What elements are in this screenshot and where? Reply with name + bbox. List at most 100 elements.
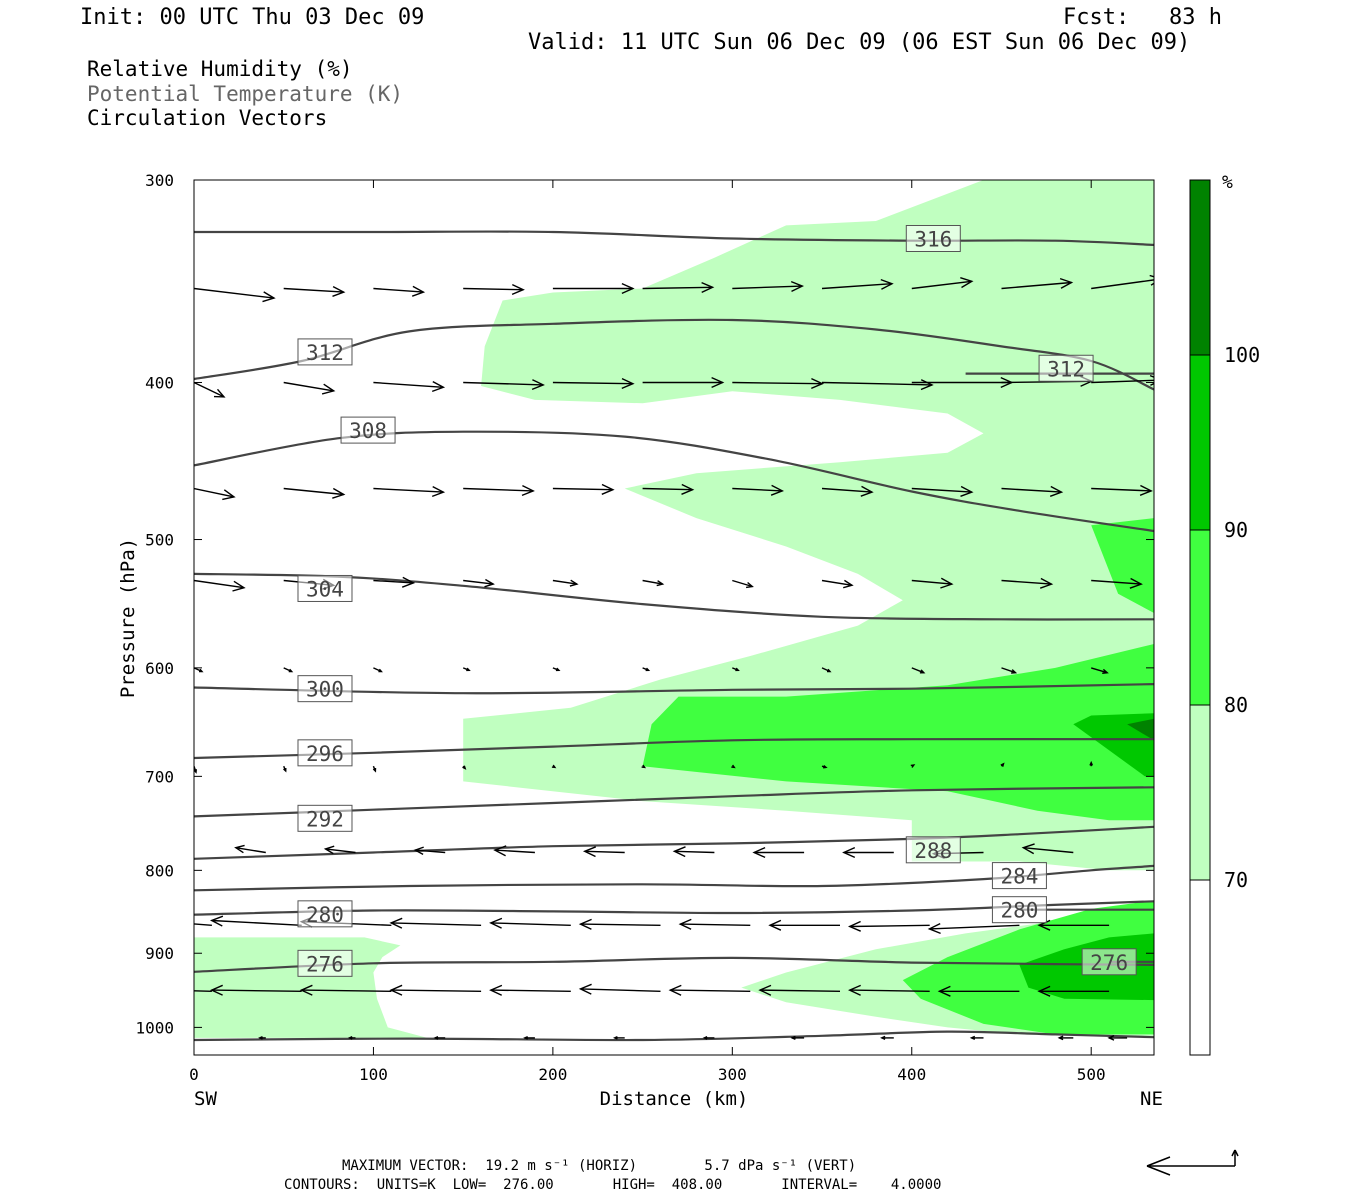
circulation-vector <box>194 579 246 592</box>
circulation-vector <box>641 764 647 769</box>
vector-head <box>621 377 635 390</box>
theta-label-text: 296 <box>306 742 344 766</box>
theta-label-box <box>905 836 961 864</box>
vector-head <box>656 580 665 587</box>
theta-label-box <box>1081 948 1137 976</box>
circulation-vector <box>523 1036 535 1040</box>
circulation-vector <box>347 1036 356 1040</box>
vector-head <box>731 764 736 769</box>
circulation-vector <box>194 487 236 501</box>
vector-shaft <box>194 381 225 398</box>
vector-head <box>484 578 495 588</box>
vector-head <box>209 915 224 927</box>
circulation-vector <box>551 764 557 769</box>
circulation-vector <box>1091 484 1153 496</box>
vector-head <box>827 668 832 673</box>
valid-time: Valid: 11 UTC Sun 06 Dec 09 (06 EST Sun … <box>528 30 1191 55</box>
theta-label-text: 284 <box>1000 865 1038 889</box>
vector-head <box>489 917 503 929</box>
circulation-vector <box>552 377 635 390</box>
circulation-vector <box>1021 843 1074 855</box>
vector-head <box>132 915 143 925</box>
theta-label-text: 292 <box>306 807 344 831</box>
theta-label-300: 300 <box>297 675 353 703</box>
x-tick-label: 200 <box>538 1065 567 1084</box>
theta-label-text: 276 <box>1090 951 1128 975</box>
vector-head <box>701 281 715 294</box>
vector-head <box>555 667 561 672</box>
vector-head <box>531 379 545 391</box>
circulation-vector <box>582 846 625 858</box>
theta-label-text: 288 <box>914 839 952 863</box>
circulation-vector <box>389 984 482 996</box>
field-label-theta: Potential Temperature (K) <box>87 82 404 106</box>
vector-shaft <box>283 287 344 293</box>
vector-shaft <box>194 990 212 992</box>
circulation-vector <box>462 667 471 672</box>
vector-head <box>389 917 403 929</box>
theta-contour-284 <box>194 864 1154 892</box>
circulation-vector <box>1001 485 1064 497</box>
theta-label-280: 280 <box>991 896 1047 924</box>
vector-head <box>578 983 592 995</box>
init-time: Init: 00 UTC Thu 03 Dec 09 <box>80 5 425 30</box>
vector-head <box>213 388 226 398</box>
vector-head <box>847 984 861 996</box>
vector-head <box>1049 485 1064 497</box>
vector-head <box>431 380 446 393</box>
vector-head <box>1139 484 1153 496</box>
vector-head <box>132 984 143 994</box>
circulation-vector <box>1091 577 1143 589</box>
theta-label-box <box>297 949 353 977</box>
vector-shaft <box>194 487 235 498</box>
vector-shaft <box>732 285 803 290</box>
circulation-vector <box>132 984 212 994</box>
vector-shaft <box>1001 281 1072 290</box>
vector-shaft <box>211 919 302 926</box>
circulation-vector <box>283 285 346 297</box>
circulation-vector <box>489 984 571 996</box>
vector-shaft <box>283 381 334 392</box>
y-tick-label: 800 <box>145 861 174 880</box>
circulation-vector <box>702 1036 715 1040</box>
theta-label-312: 312 <box>297 338 353 366</box>
circulation-vector <box>373 667 383 673</box>
vector-head <box>752 846 766 859</box>
y-tick-label: 300 <box>145 171 174 190</box>
circulation-vector <box>642 667 651 672</box>
vector-head <box>1129 577 1143 589</box>
circulation-vector <box>672 846 715 858</box>
theta-label-304: 304 <box>297 574 353 602</box>
vector-head <box>431 485 446 498</box>
x-tick-label: 100 <box>359 1065 388 1084</box>
vector-head <box>847 920 861 932</box>
circulation-vector <box>489 917 571 929</box>
x-tick-label: 400 <box>897 1065 926 1084</box>
circulation-vector <box>493 845 535 857</box>
circulation-vector <box>847 920 930 932</box>
y-axis-title: Pressure (hPa) <box>117 538 139 698</box>
colorbar-unit: % <box>1222 172 1233 193</box>
circulation-vector <box>732 377 825 390</box>
vector-head <box>758 984 772 996</box>
circulation-vector <box>413 846 446 856</box>
theta-label-284: 284 <box>991 862 1047 890</box>
theta-label-box <box>1038 354 1094 382</box>
vector-head <box>920 379 934 391</box>
circulation-vector <box>642 579 665 587</box>
circulation-vector <box>731 764 736 769</box>
vector-shaft <box>732 381 823 385</box>
x-tick-label: 0 <box>189 1065 199 1084</box>
vector-shaft <box>391 922 482 926</box>
circulation-vector <box>821 278 894 290</box>
vector-shaft <box>759 989 841 992</box>
vector-head <box>702 1036 708 1040</box>
x-tick-label: 300 <box>718 1065 747 1084</box>
vector-head <box>860 485 874 497</box>
vector-head <box>321 383 336 395</box>
vector-shaft <box>674 850 715 854</box>
circulation-vector <box>463 379 545 391</box>
vector-head <box>332 285 346 297</box>
vector-head <box>389 984 403 996</box>
vector-head <box>199 668 204 673</box>
